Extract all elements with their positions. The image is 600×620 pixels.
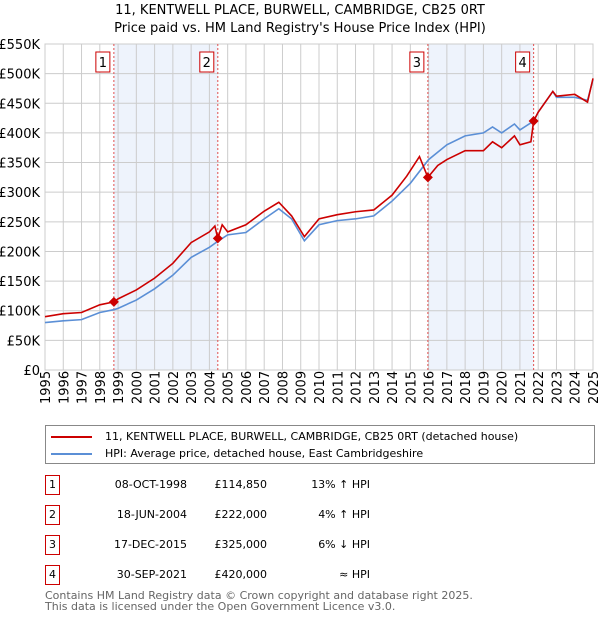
- sale-date: 30-SEP-2021: [116, 568, 187, 581]
- sale-marker-box: [409, 51, 425, 73]
- y-tick-label: £50K: [7, 334, 41, 349]
- sale-hpi-relation: 6% ↓ HPI: [318, 538, 370, 551]
- x-tick-label: 2013: [368, 371, 383, 404]
- sale-hpi-relation: 13% ↑ HPI: [311, 478, 370, 491]
- footer: Contains HM Land Registry data © Crown c…: [45, 590, 473, 612]
- sale-price: £114,850: [214, 478, 268, 491]
- sale-row: 2 18-JUN-2004 £222,000 4% ↑ HPI: [45, 505, 565, 525]
- sale-point: [528, 116, 539, 127]
- legend-label: HPI: Average price, detached house, East…: [105, 447, 424, 460]
- x-tick-label: 2021: [514, 371, 529, 404]
- x-tick-label: 2004: [203, 371, 218, 404]
- sale-date: 17-DEC-2015: [113, 538, 187, 551]
- y-tick-label: £0: [23, 364, 40, 379]
- plot-frame: [44, 43, 594, 371]
- shaded-period: [113, 44, 218, 370]
- sale-row: 1 08-OCT-1998 £114,850 13% ↑ HPI: [45, 475, 565, 495]
- legend-item-hpi: HPI: Average price, detached house, East…: [46, 447, 423, 460]
- sale-marker-label: 3: [413, 56, 421, 71]
- x-tick-label: 2025: [587, 371, 600, 404]
- y-tick-label: £500K: [0, 68, 40, 83]
- sale-number: 1: [45, 475, 60, 495]
- x-tick-label: 2011: [331, 371, 346, 404]
- x-tick-label: 2010: [313, 371, 328, 404]
- sale-date: 08-OCT-1998: [114, 478, 187, 491]
- shaded-period: [427, 44, 534, 370]
- sale-number: 3: [45, 535, 60, 555]
- x-tick-label: 2018: [459, 371, 474, 404]
- x-tick-label: 2012: [350, 371, 365, 404]
- x-tick-label: 2006: [240, 371, 255, 404]
- x-tick-label: 1996: [57, 371, 72, 404]
- legend: 11, KENTWELL PLACE, BURWELL, CAMBRIDGE, …: [45, 425, 595, 464]
- sale-point: [212, 233, 223, 244]
- y-tick-label: £400K: [0, 127, 40, 142]
- x-tick-label: 2005: [222, 371, 237, 404]
- chart-title: 11, KENTWELL PLACE, BURWELL, CAMBRIDGE, …: [115, 3, 485, 18]
- x-tick-label: 1998: [94, 371, 109, 404]
- x-tick-label: 1995: [39, 371, 54, 404]
- legend-label: 11, KENTWELL PLACE, BURWELL, CAMBRIDGE, …: [105, 430, 519, 443]
- x-tick-label: 2002: [167, 371, 182, 404]
- sale-price: £420,000: [214, 568, 268, 581]
- sale-marker-label: 2: [203, 56, 211, 71]
- y-tick-label: £550K: [0, 38, 40, 53]
- y-tick-label: £300K: [0, 186, 40, 201]
- legend-item-property: 11, KENTWELL PLACE, BURWELL, CAMBRIDGE, …: [46, 430, 518, 443]
- sale-point: [422, 172, 433, 183]
- y-tick-label: £200K: [0, 245, 40, 260]
- hpi-line: [44, 79, 594, 324]
- sale-marker-label: 1: [99, 56, 107, 71]
- sale-price: £222,000: [214, 508, 268, 521]
- sale-marker-box: [515, 51, 531, 73]
- property-price-line: [44, 78, 594, 318]
- sale-marker-box: [95, 51, 111, 73]
- x-tick-label: 2019: [477, 371, 492, 404]
- y-tick-label: £350K: [0, 157, 40, 172]
- x-tick-label: 2003: [185, 371, 200, 404]
- y-tick-label: £450K: [0, 97, 40, 112]
- footer-copyright: Contains HM Land Registry data © Crown c…: [45, 589, 473, 602]
- sale-date: 18-JUN-2004: [116, 508, 187, 521]
- x-tick-label: 2015: [404, 371, 419, 404]
- sale-point: [108, 296, 119, 307]
- x-tick-label: 2009: [295, 371, 310, 404]
- sale-hpi-relation: ≈ HPI: [339, 568, 370, 581]
- y-tick-label: £100K: [0, 305, 40, 320]
- x-tick-label: 2020: [496, 371, 511, 404]
- price-chart: 1995 1996 1997 1998 1999 2000 2001 2002 2003 2004…: [0, 38, 600, 404]
- x-tick-label: 1999: [112, 371, 127, 404]
- chart-subtitle: Price paid vs. HM Land Registry's House …: [114, 21, 486, 36]
- sale-row: 4 30-SEP-2021 £420,000 ≈ HPI: [45, 565, 565, 585]
- legend-swatch-red: [51, 435, 92, 438]
- sale-marker-label: 4: [518, 56, 526, 71]
- sale-row: 3 17-DEC-2015 £325,000 6% ↓ HPI: [45, 535, 565, 555]
- y-tick-label: £250K: [0, 216, 40, 231]
- x-tick-label: 2024: [569, 371, 584, 404]
- x-tick-label: 2001: [149, 371, 164, 404]
- sale-number: 2: [45, 505, 60, 525]
- footer-licence: This data is licensed under the Open Gov…: [45, 600, 396, 613]
- x-tick-label: 1997: [76, 371, 91, 404]
- x-tick-label: 2017: [441, 371, 456, 404]
- x-tick-label: 2022: [532, 371, 547, 404]
- sale-price: £325,000: [214, 538, 268, 551]
- sale-hpi-relation: 4% ↑ HPI: [318, 508, 370, 521]
- x-tick-label: 2016: [423, 371, 438, 404]
- x-tick-label: 2023: [550, 371, 565, 404]
- legend-swatch-blue: [51, 452, 92, 455]
- sale-number: 4: [45, 565, 60, 585]
- x-tick-label: 2007: [258, 371, 273, 404]
- x-tick-label: 2008: [276, 371, 291, 404]
- y-tick-label: £150K: [0, 275, 40, 290]
- x-tick-label: 2000: [130, 371, 145, 404]
- sale-marker-box: [199, 51, 215, 73]
- x-tick-label: 2014: [386, 371, 401, 404]
